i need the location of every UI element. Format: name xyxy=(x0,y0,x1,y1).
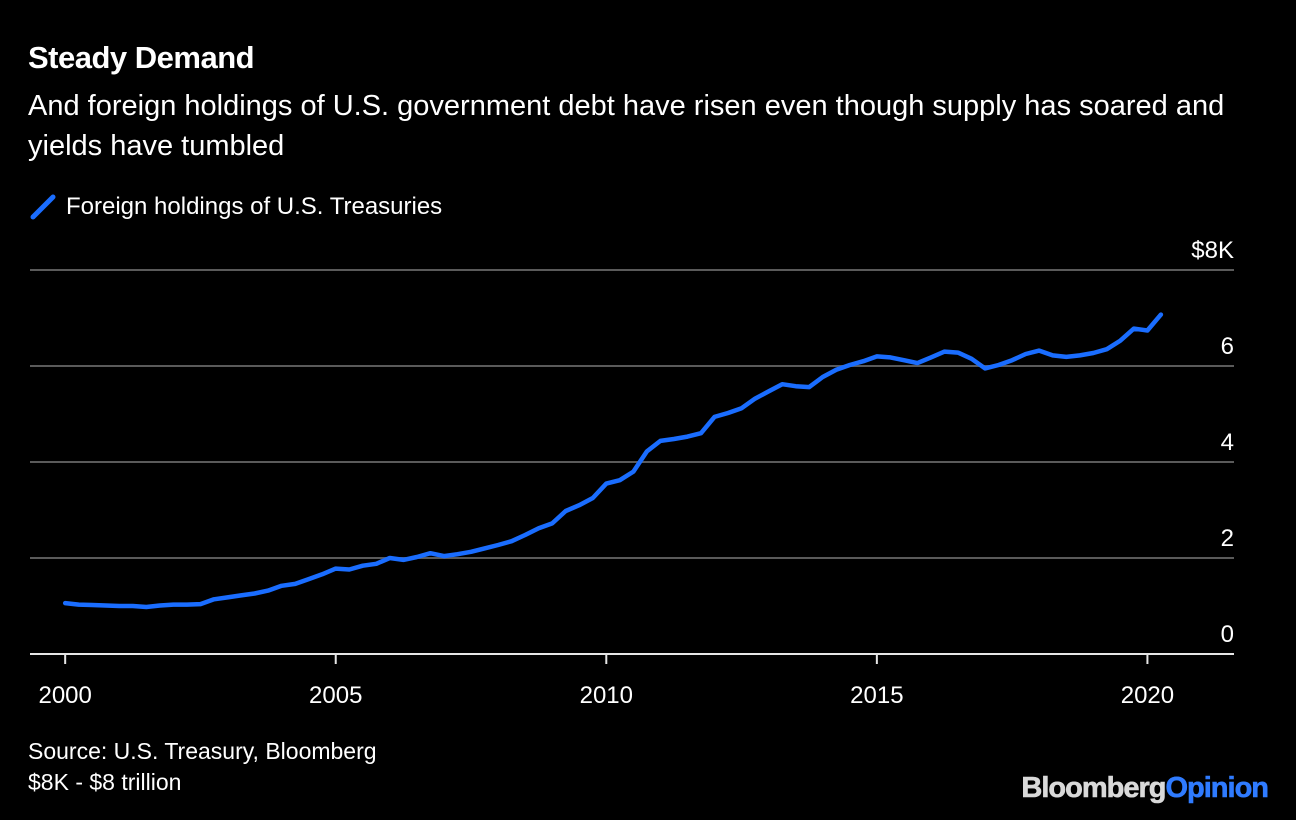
x-tick-label: 2005 xyxy=(309,682,362,709)
y-tick-label: $8K xyxy=(1191,237,1234,264)
source-note: Source: U.S. Treasury, Bloomberg $8K - $… xyxy=(28,736,377,798)
legend: Foreign holdings of U.S. Treasuries xyxy=(28,190,442,224)
y-tick-label: 4 xyxy=(1221,429,1234,456)
legend-swatch xyxy=(30,194,56,220)
chart-title: Steady Demand xyxy=(28,40,255,75)
x-tick-label: 2020 xyxy=(1121,682,1174,709)
source-line: Source: U.S. Treasury, Bloomberg xyxy=(28,738,377,764)
chart-subtitle: And foreign holdings of U.S. government … xyxy=(28,90,1225,162)
y-tick-label: 2 xyxy=(1221,525,1234,552)
logo-brand: Bloomberg xyxy=(1021,772,1167,805)
logo-opinion: Opinion xyxy=(1165,772,1269,805)
unit-note: $8K - $8 trillion xyxy=(28,769,182,795)
y-tick-label: 0 xyxy=(1221,621,1234,648)
x-tick-label: 2000 xyxy=(38,682,91,709)
y-tick-label: 6 xyxy=(1221,333,1234,360)
legend-label: Foreign holdings of U.S. Treasuries xyxy=(66,193,443,220)
x-tick-label: 2015 xyxy=(850,682,903,709)
series-line-foreign-holdings xyxy=(62,312,1164,610)
bloomberg-opinion-logo: BloombergOpinion xyxy=(1021,772,1269,805)
x-tick-label: 2010 xyxy=(580,682,633,709)
